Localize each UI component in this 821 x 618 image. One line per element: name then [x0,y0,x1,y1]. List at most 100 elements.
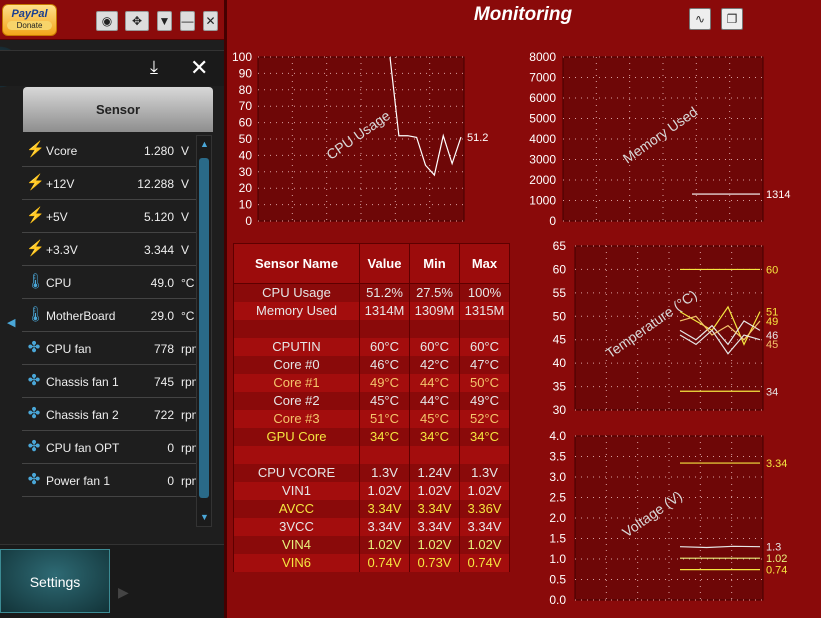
cell-max: 49°C [459,391,510,410]
sensor-panel-header: ⤓ ✕ [0,50,224,86]
series-line [679,315,761,341]
sensor-row[interactable]: 🌡 MotherBoard 29.0 °C [22,299,197,332]
col-min: Min [409,243,460,284]
y-tick-label: 4000 [529,132,556,146]
y-tick-label: 0 [245,214,252,228]
sensor-name: CPU fan [46,342,92,356]
fan-icon: ✤ [27,471,41,488]
sensor-name: Chassis fan 2 [46,408,119,422]
collapse-arrow-icon[interactable]: ◀ [7,317,16,329]
end-label: 51.2 [467,132,488,144]
end-label: 3.34 [766,458,787,470]
close-icon[interactable]: ✕ [203,11,218,31]
end-label: 1.3 [766,542,781,554]
cell-max: 100% [459,283,510,302]
sensor-value: 0 [167,441,174,455]
close-panel-icon[interactable]: ✕ [190,55,209,80]
end-label: 1.02 [766,553,787,565]
cell-name: Memory Used [233,301,360,320]
cell-max: 3.34V [459,517,510,536]
sensor-row[interactable]: ✤ Chassis fan 2 722 rpm [22,398,202,431]
end-label: 46 [766,330,778,342]
scroll-thumb[interactable] [199,158,209,498]
monitoring-title: Monitoring [473,4,573,25]
cell-name: Core #1 [233,373,360,392]
cell-value: 34°C [359,427,410,446]
cell-value: 0.74V [359,553,410,572]
sensor-unit: V [181,177,190,191]
sensor-name: +3.3V [46,243,78,257]
paypal-donate-button[interactable]: PayPal Donate [2,4,57,36]
y-tick-label: 0 [549,214,556,228]
cell-name: GPU Core [233,427,360,446]
series-line [679,305,761,346]
y-tick-label: 45 [553,333,567,347]
sensor-name: MotherBoard [46,309,116,323]
y-tick-label: 4.0 [549,429,566,443]
cell-min: 44°C [409,391,460,410]
fan-icon: ✤ [27,339,41,356]
y-tick-label: 2.0 [549,511,566,525]
cell-name: VIN4 [233,535,360,554]
cell-name [233,445,360,464]
line-chart-icon[interactable]: ∿ [689,8,711,30]
cell-max: 52°C [459,409,510,428]
y-tick-label: 60 [239,116,253,130]
sensor-scrollbar[interactable]: ▲ ▼ [196,135,212,527]
move-icon[interactable]: ✥ [125,11,149,31]
cell-min: 60°C [409,337,460,356]
top-toolbar: PayPal Donate ◉ ✥ ▼ — ✕ [0,0,224,40]
cell-max: 1.3V [459,463,510,482]
sensor-row[interactable]: ⚡ +5V 5.120 V [22,200,197,233]
sensor-value: 0 [167,474,174,488]
cell-value [359,319,410,338]
sensor-sidebar: PayPal Donate ◉ ✥ ▼ — ✕ ⤓ ✕ Sensor ⚡ Vcor… [0,0,224,618]
download-icon[interactable]: ⤓ [150,57,158,77]
cell-min: 3.34V [409,499,460,518]
paypal-brand-label: PayPal [11,8,48,20]
end-label: 0.74 [766,565,787,577]
play-arrow-icon[interactable]: ▶ [118,584,129,600]
sensor-column-header[interactable]: Sensor [23,87,213,132]
end-label: 60 [766,264,778,276]
sensor-list: ⚡ Vcore 1.280 V ⚡ +12V 12.288 V ⚡ +5V 5.120 V ⚡ +3.3V… [22,134,202,497]
dropdown-icon[interactable]: ▼ [157,11,172,31]
y-tick-label: 40 [553,356,567,370]
lightning-icon: ⚡ [26,174,45,191]
cell-value: 49°C [359,373,410,392]
table-row: VIN1 1.02V 1.02V 1.02V [233,481,510,500]
cell-name: VIN1 [233,481,360,500]
minimize-icon[interactable]: — [180,11,195,31]
cell-value: 1.3V [359,463,410,482]
window-icon[interactable]: ❐ [721,8,743,30]
table-row [233,319,510,338]
scroll-down-icon[interactable]: ▼ [200,512,209,522]
sensor-row[interactable]: ⚡ +12V 12.288 V [22,167,197,200]
table-row: GPU Core 34°C 34°C 34°C [233,427,510,446]
scroll-up-icon[interactable]: ▲ [200,139,209,149]
cell-max: 1.02V [459,481,510,500]
sensor-row[interactable]: ⚡ Vcore 1.280 V [22,134,197,167]
cell-max: 34°C [459,427,510,446]
sensor-row[interactable]: ⚡ +3.3V 3.344 V [22,233,197,266]
camera-icon[interactable]: ◉ [96,11,118,31]
sensor-row[interactable]: ✤ Chassis fan 1 745 rpm [22,365,202,398]
cell-value: 46°C [359,355,410,374]
cell-name [233,319,360,338]
cell-min: 1.24V [409,463,460,482]
sensor-unit: V [181,144,190,158]
cell-name: Core #3 [233,409,360,428]
y-tick-label: 60 [553,262,567,276]
sensor-row[interactable]: 🌡 CPU 49.0 °C [22,266,197,299]
cell-min: 34°C [409,427,460,446]
cell-name: Core #0 [233,355,360,374]
sensor-value: 12.288 [137,177,174,191]
y-tick-label: 1.0 [549,552,566,566]
y-tick-label: 100 [232,50,252,64]
cell-max: 1.02V [459,535,510,554]
table-row: Core #2 45°C 44°C 49°C [233,391,510,410]
y-tick-label: 2.5 [549,491,566,505]
settings-button[interactable]: Settings [0,549,110,613]
